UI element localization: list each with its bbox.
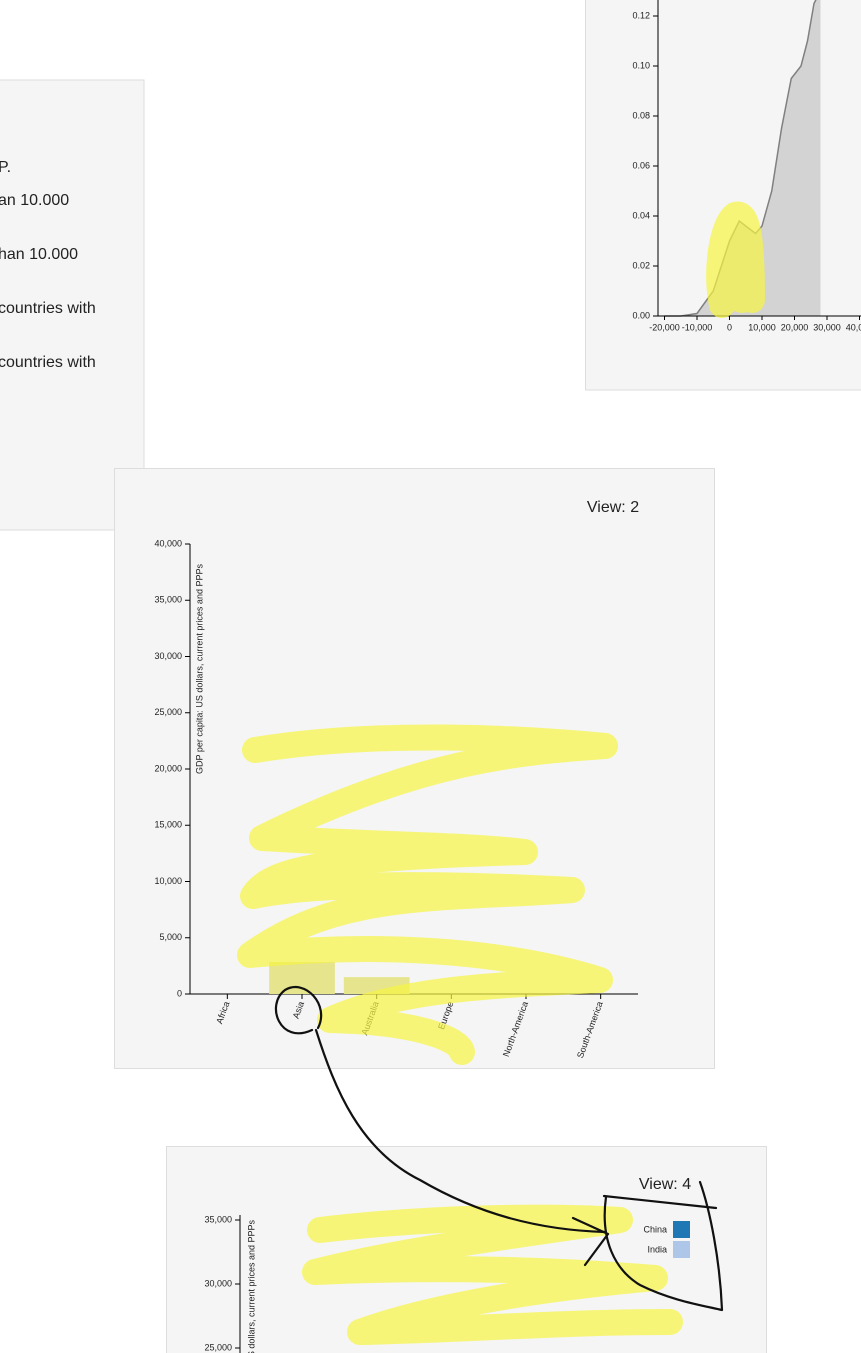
highlight (302, 1204, 683, 1345)
legend-swatch (673, 1241, 690, 1258)
x-tick-label: -10,000 (682, 322, 713, 332)
y-tick-label: 0 (177, 988, 182, 998)
y-tick-label: 5,000 (159, 932, 182, 942)
density-chart: 0.00 0.02 0.04 0.06 0.08 0.10 0.12 -20,000 -10,0… (632, 0, 861, 332)
y-tick-label: 25,000 (154, 707, 182, 717)
y-tick-label: 30,000 (154, 651, 182, 661)
text-line: P. (0, 159, 11, 176)
x-tick-label: 40,000 (846, 322, 861, 332)
x-tick-label: -20,000 (649, 322, 680, 332)
y-tick-label: 30,000 (204, 1278, 232, 1288)
y-tick-label: 0.12 (632, 10, 650, 20)
y-tick-label: 0.00 (632, 310, 650, 320)
y-tick-label: 0.08 (632, 110, 650, 120)
line-chart: View: 4 GDP per capita: US dollars, curre… (204, 1176, 691, 1353)
annotations (237, 201, 765, 1345)
pen-stroke (274, 986, 607, 1234)
text-line: han 10.000 (0, 246, 78, 263)
y-tick-label: 15,000 (154, 820, 182, 830)
y-tick-label: 35,000 (204, 1214, 232, 1224)
text-line: countries with (0, 300, 96, 317)
highlight (706, 201, 765, 318)
legend-label: India (647, 1244, 667, 1254)
y-tick-label: 10,000 (154, 876, 182, 886)
legend-swatch (673, 1221, 690, 1238)
y-axis-label: GDP per capita: US dollars, current pric… (194, 564, 204, 774)
y-tick-label: 0.02 (632, 260, 650, 270)
legend-label: China (643, 1224, 667, 1234)
pen-stroke (571, 1180, 724, 1312)
chart-title: View: 2 (587, 499, 639, 516)
highlight (237, 724, 618, 1065)
x-tick-label: 30,000 (813, 322, 841, 332)
y-tick-label: 0.06 (632, 160, 650, 170)
y-tick-label: 20,000 (154, 763, 182, 773)
y-tick-label: 25,000 (204, 1342, 232, 1352)
y-axis-label: GDP per capita: US dollars, current pric… (246, 1220, 256, 1353)
y-tick-label: 40,000 (154, 538, 182, 548)
x-tick-label: 10,000 (748, 322, 776, 332)
x-tick-label: 0 (727, 322, 732, 332)
text-panel (0, 79, 145, 531)
y-tick-label: 0.10 (632, 60, 650, 70)
text-line: countries with (0, 354, 96, 371)
text-line: an 10.000 (0, 192, 69, 209)
area-fill (664, 0, 821, 316)
x-tick-label: 20,000 (781, 322, 809, 332)
y-tick-label: 35,000 (154, 595, 182, 605)
y-tick-label: 0.04 (632, 210, 650, 220)
chart-title: View: 4 (639, 1176, 691, 1193)
